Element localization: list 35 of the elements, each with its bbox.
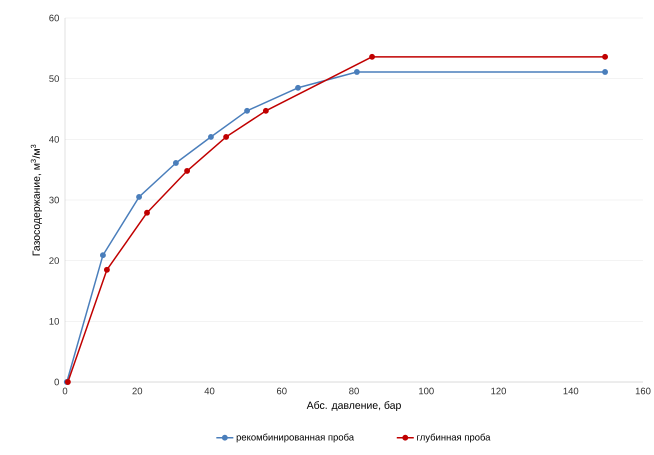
point (100, 252, 106, 258)
y-tick-label: 50 (49, 75, 59, 82)
y-tick-label: 0 (54, 378, 59, 386)
point (262, 108, 269, 114)
x-tick-label: 140 (564, 388, 578, 394)
point (104, 266, 110, 273)
point (136, 194, 142, 200)
y-tick-label: 30 (49, 196, 59, 204)
x-axis-title: Абс. давление, бар (306, 401, 401, 412)
y-axis-title: Газосодержание, м$^{3}$/м$^{3}$ (30, 144, 42, 256)
point (369, 54, 376, 60)
legend-label: глубинная проба (417, 434, 490, 442)
x-tick-label: 160 (636, 388, 651, 394)
legend-label: рекомбинированная проба (236, 434, 354, 442)
x-tick-label: 80 (349, 388, 359, 394)
point (244, 108, 250, 114)
point (295, 84, 301, 91)
x-tick-label: 60 (276, 388, 287, 394)
y-tick-label: 10 (50, 318, 59, 325)
point (602, 69, 608, 75)
x-tick-label: 20 (132, 388, 142, 394)
x-tick-label: 0 (62, 388, 68, 394)
y-tick-label: 20 (49, 257, 59, 264)
x-tick-label: 100 (419, 388, 434, 394)
point (208, 134, 214, 140)
point (172, 160, 179, 166)
point (223, 134, 230, 140)
x-tick-label: 40 (204, 388, 214, 394)
x-tick-label: 120 (491, 388, 506, 394)
y-tick-label: 60 (49, 14, 59, 22)
point (354, 69, 360, 75)
y-tick-label: 40 (49, 136, 59, 143)
point (602, 54, 608, 60)
point (144, 210, 150, 216)
point (184, 168, 190, 174)
